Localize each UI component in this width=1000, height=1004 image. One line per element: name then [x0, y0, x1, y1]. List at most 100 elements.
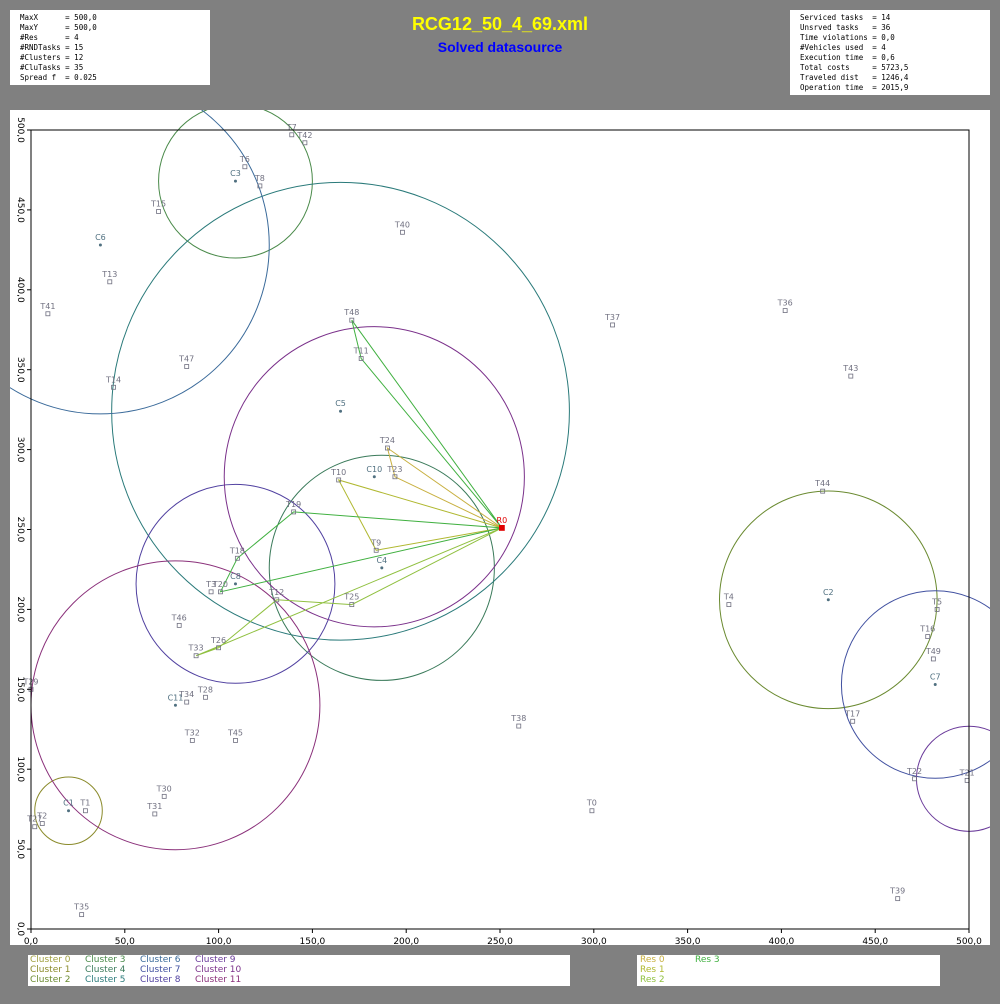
point-label: R0 [497, 516, 508, 525]
route [386, 446, 503, 529]
legend-entry: Cluster 1 [30, 965, 71, 975]
task [189, 738, 195, 743]
task [925, 634, 931, 639]
info-left-box [10, 10, 210, 85]
cluster-center [380, 566, 384, 570]
task [392, 474, 398, 480]
point-label: T20 [212, 580, 228, 589]
info-line: Total costs = 5723,5 [800, 63, 908, 72]
point-label: T26 [210, 636, 226, 645]
point-label: T7 [286, 123, 297, 132]
cluster-center [826, 598, 830, 602]
point-label: T19 [285, 500, 301, 509]
task [934, 607, 940, 612]
legend-entry: Res 2 [640, 975, 665, 985]
point-label: T5 [931, 597, 942, 606]
task [610, 322, 615, 328]
task [349, 602, 355, 608]
legend-entry: Cluster 9 [195, 955, 236, 965]
task [373, 547, 379, 553]
cluster-circle [840, 590, 990, 779]
x-tick-label: 250,0 [487, 937, 513, 947]
task [820, 488, 826, 494]
legend-entry: Cluster 6 [140, 955, 181, 965]
cluster-circle [10, 110, 270, 415]
point-label: C10 [366, 465, 382, 474]
y-tick-label: 0,0 [15, 922, 25, 937]
legend-entry: Res 0 [640, 955, 665, 965]
point-label: T48 [343, 308, 359, 317]
task [302, 140, 308, 146]
point-label: T45 [227, 728, 243, 737]
reservoir [498, 525, 505, 531]
task [216, 645, 222, 651]
point-label: C3 [230, 169, 241, 178]
legend-entry: Cluster 10 [195, 965, 242, 975]
info-line: #Clusters = 12 [20, 53, 83, 62]
task [895, 896, 901, 902]
cluster-circle [135, 483, 336, 684]
task [156, 209, 161, 214]
info-line: #Vehicles used = 4 [800, 43, 886, 52]
task [184, 364, 190, 369]
point-label: T21 [959, 768, 975, 777]
task [203, 694, 208, 700]
cluster-circle [158, 110, 313, 259]
info-line: Operation time = 2015,9 [800, 83, 908, 92]
point-label: T35 [73, 903, 89, 912]
point-label: T27 [26, 815, 42, 824]
x-tick-label: 200,0 [393, 937, 419, 947]
x-tick-label: 50,0 [115, 937, 135, 947]
point-label: T1 [79, 799, 90, 808]
point-label: T16 [919, 625, 935, 634]
info-line: Traveled dist = 1246,4 [800, 73, 909, 82]
cluster-circle [268, 454, 495, 681]
task [233, 738, 238, 743]
legend-entry: Cluster 2 [30, 975, 71, 985]
point-label: T28 [197, 685, 213, 694]
point-label: T43 [842, 364, 858, 373]
point-label: T46 [171, 613, 187, 622]
point-label: T41 [39, 302, 55, 311]
legend-entry: Cluster 5 [85, 975, 126, 985]
route [337, 479, 503, 551]
point-label: C11 [168, 693, 184, 702]
task [516, 723, 522, 729]
task [32, 824, 38, 830]
point-label: C1 [63, 799, 74, 808]
y-tick-label: 300,0 [15, 437, 25, 463]
point-label: T9 [370, 538, 381, 547]
legend-entry: Cluster 7 [140, 965, 181, 975]
task [336, 477, 342, 483]
point-label: T2 [36, 812, 47, 821]
point-label: T32 [184, 728, 200, 737]
point-label: T6 [239, 155, 250, 164]
point-label: T31 [146, 802, 162, 811]
point-label: T13 [101, 270, 117, 279]
point-label: T0 [586, 799, 597, 808]
y-tick-label: 100,0 [15, 756, 25, 782]
task [358, 356, 364, 361]
info-line: Time violations = 0,0 [800, 33, 895, 42]
task [208, 589, 214, 595]
point-label: T8 [254, 174, 265, 183]
task [850, 718, 856, 724]
point-label: C5 [335, 399, 346, 408]
info-line: Execution time = 0,6 [800, 53, 895, 62]
cluster-circle [34, 776, 103, 846]
cluster-center [372, 475, 376, 479]
task [45, 311, 51, 317]
info-line: Spread f = 0.025 [20, 73, 97, 82]
info-line: #CluTasks = 35 [20, 63, 83, 72]
x-tick-label: 0,0 [24, 937, 39, 947]
point-label: C8 [230, 572, 241, 581]
legend-entry: Res 3 [695, 955, 720, 965]
point-label: T22 [906, 767, 922, 776]
cluster-center [173, 703, 177, 707]
point-label: T40 [394, 220, 410, 229]
task [349, 317, 355, 323]
task [193, 653, 199, 659]
point-label: T38 [510, 714, 526, 723]
legend-entry: Res 1 [640, 965, 665, 975]
